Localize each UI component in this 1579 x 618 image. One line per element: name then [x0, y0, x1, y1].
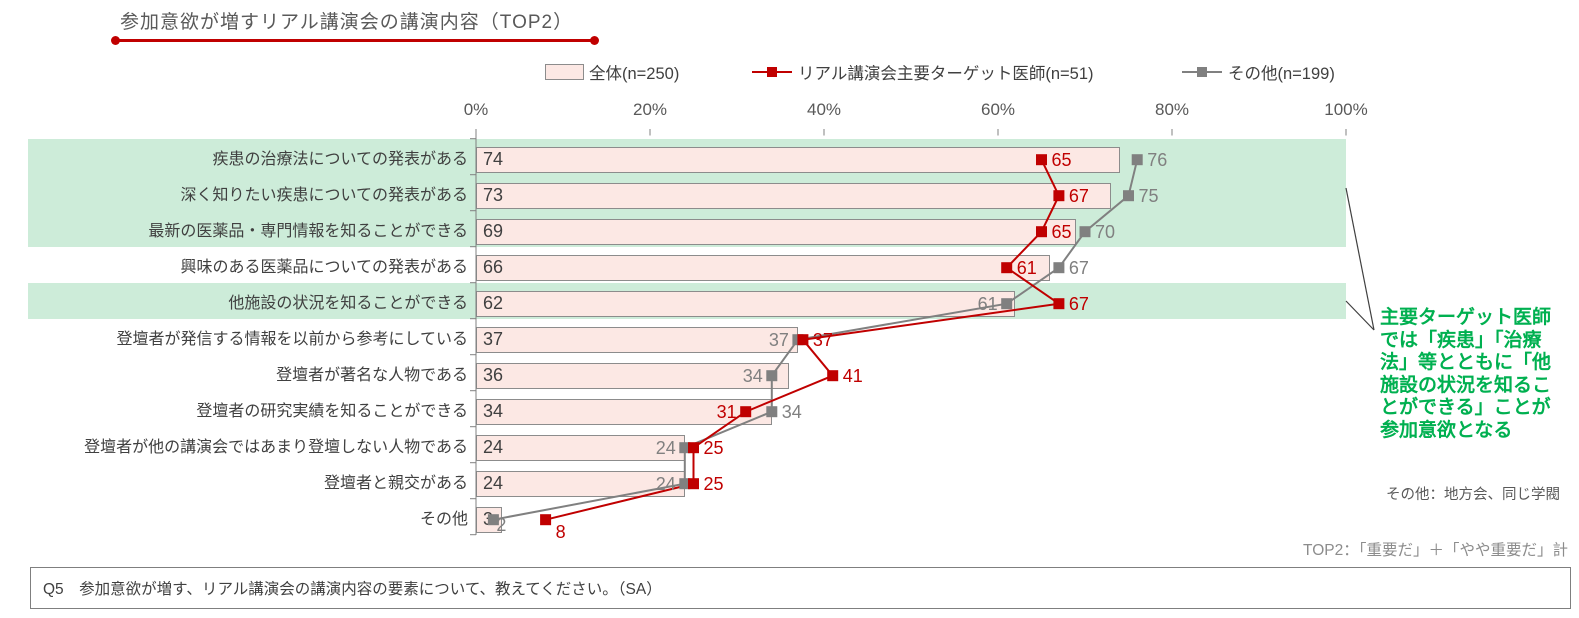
- note-other-definition: その他：地方会、同じ学閥: [1386, 487, 1560, 503]
- other-series-value-label: 75: [1138, 185, 1159, 206]
- annotation-green-text: 主要ターゲット医師では「疾患」「治療法」等とともに「他施設の状況を知ることができ…: [1380, 307, 1552, 441]
- bar-value-label: 66: [483, 256, 504, 277]
- underline-dot-right: [590, 36, 599, 45]
- target-series-value-label: 8: [555, 521, 566, 542]
- category-label: 登壇者が他の講演会ではあまり登壇しない人物である: [84, 438, 468, 456]
- legend-item-others: その他(n=199): [1182, 61, 1335, 83]
- bar: [476, 326, 798, 353]
- target-series-value-label: 67: [1068, 185, 1089, 206]
- other-series-value-label: 34: [781, 401, 802, 422]
- target-series-value-label: 31: [716, 401, 737, 422]
- other-series-value-label: 2: [496, 514, 507, 535]
- legend-item-total: 全体(n=250): [545, 61, 679, 83]
- x-axis-tick-label: 20%: [632, 100, 668, 119]
- category-label: 登壇者の研究実績を知ることができる: [196, 402, 468, 420]
- bar: [476, 470, 685, 497]
- legend: 全体(n=250) リアル講演会主要ターゲット医師(n=51) その他(n=19…: [0, 61, 1579, 85]
- category-label: 最新の医薬品・専門情報を知ることができる: [148, 222, 468, 240]
- target-series-marker: [540, 514, 552, 526]
- bar-value-label: 73: [483, 184, 504, 205]
- x-axis-tick-label: 100%: [1324, 100, 1368, 119]
- other-series-value-label: 61: [977, 293, 998, 314]
- target-series-value-label: 25: [703, 473, 724, 494]
- category-label: その他: [419, 510, 468, 528]
- other-series-value-label: 34: [742, 365, 763, 386]
- chart-title: 参加意欲が増すリアル講演会の講演内容（TOP2）: [120, 12, 574, 33]
- bar: [476, 146, 1120, 173]
- other-series-value-label: 37: [768, 329, 789, 350]
- target-series-marker: [688, 442, 699, 454]
- category-label: 深く知りたい疾患についての発表がある: [180, 186, 468, 204]
- category-label: 登壇者と親交がある: [323, 474, 468, 492]
- gray-line-marker-icon: [1182, 67, 1222, 77]
- target-series-value-label: 65: [1051, 149, 1072, 170]
- other-series-value-label: 70: [1095, 221, 1116, 242]
- bar-value-label: 37: [483, 328, 504, 349]
- target-series-value-label: 41: [842, 365, 863, 386]
- question-text: Q5 参加意欲が増す、リアル講演会の講演内容の要素について、教えてください。（S…: [43, 581, 662, 598]
- bar-value-label: 24: [483, 472, 504, 493]
- category-label: 登壇者が発信する情報を以前から参考にしている: [116, 330, 468, 348]
- bar-value-label: 74: [483, 148, 504, 169]
- bar-value-label: 24: [483, 436, 504, 457]
- x-axis-tick-label: 40%: [806, 100, 842, 119]
- bar: [476, 254, 1051, 281]
- bar: [476, 182, 1112, 209]
- bar-value-label: 3: [483, 508, 494, 529]
- x-axis-tick-label: 80%: [1154, 100, 1190, 119]
- legend-item-target-doctors: リアル講演会主要ターゲット医師(n=51): [752, 61, 1094, 83]
- target-series-marker: [827, 370, 839, 382]
- legend-label: リアル講演会主要ターゲット医師(n=51): [798, 65, 1094, 83]
- bar: [476, 290, 1016, 317]
- target-series-value-label: 67: [1068, 293, 1089, 314]
- bar-swatch-icon: [545, 64, 584, 80]
- question-box: Q5 参加意欲が増す、リアル講演会の講演内容の要素について、教えてください。（S…: [30, 567, 1571, 609]
- note-top2-definition: TOP2：「重要だ」＋「やや重要だ」計: [1303, 542, 1568, 559]
- target-series-marker: [688, 478, 699, 490]
- target-series-value-label: 25: [703, 437, 724, 458]
- target-series-marker: [797, 334, 809, 346]
- other-series-value-label: 67: [1068, 257, 1089, 278]
- target-series-value-label: 65: [1051, 221, 1072, 242]
- target-series-value-label: 37: [812, 329, 833, 350]
- red-line-marker-icon: [752, 67, 792, 77]
- legend-label: 全体(n=250): [589, 65, 680, 83]
- category-label: 興味のある医薬品についての発表がある: [180, 258, 468, 276]
- underline-dot-left: [111, 36, 120, 45]
- x-axis-tick-label: 60%: [980, 100, 1016, 119]
- category-label: 疾患の治療法についての発表がある: [212, 150, 468, 168]
- bar-value-label: 34: [483, 400, 504, 421]
- category-label: 登壇者が著名な人物である: [276, 366, 468, 384]
- bar-value-label: 69: [483, 220, 504, 241]
- bar: [476, 434, 685, 461]
- other-series-value-label: 24: [655, 437, 676, 458]
- target-series-value-label: 61: [1016, 257, 1037, 278]
- title-underline: [111, 36, 599, 45]
- other-series-value-label: 24: [655, 473, 676, 494]
- bar: [476, 218, 1077, 245]
- category-label: 他施設の状況を知ることができる: [228, 294, 468, 312]
- x-axis-tick-label: 0%: [463, 100, 489, 119]
- bar-value-label: 36: [483, 364, 504, 385]
- other-series-marker: [1053, 262, 1065, 274]
- legend-label: その他(n=199): [1228, 65, 1335, 83]
- bar-value-label: 62: [483, 292, 504, 313]
- other-series-value-label: 76: [1147, 149, 1168, 170]
